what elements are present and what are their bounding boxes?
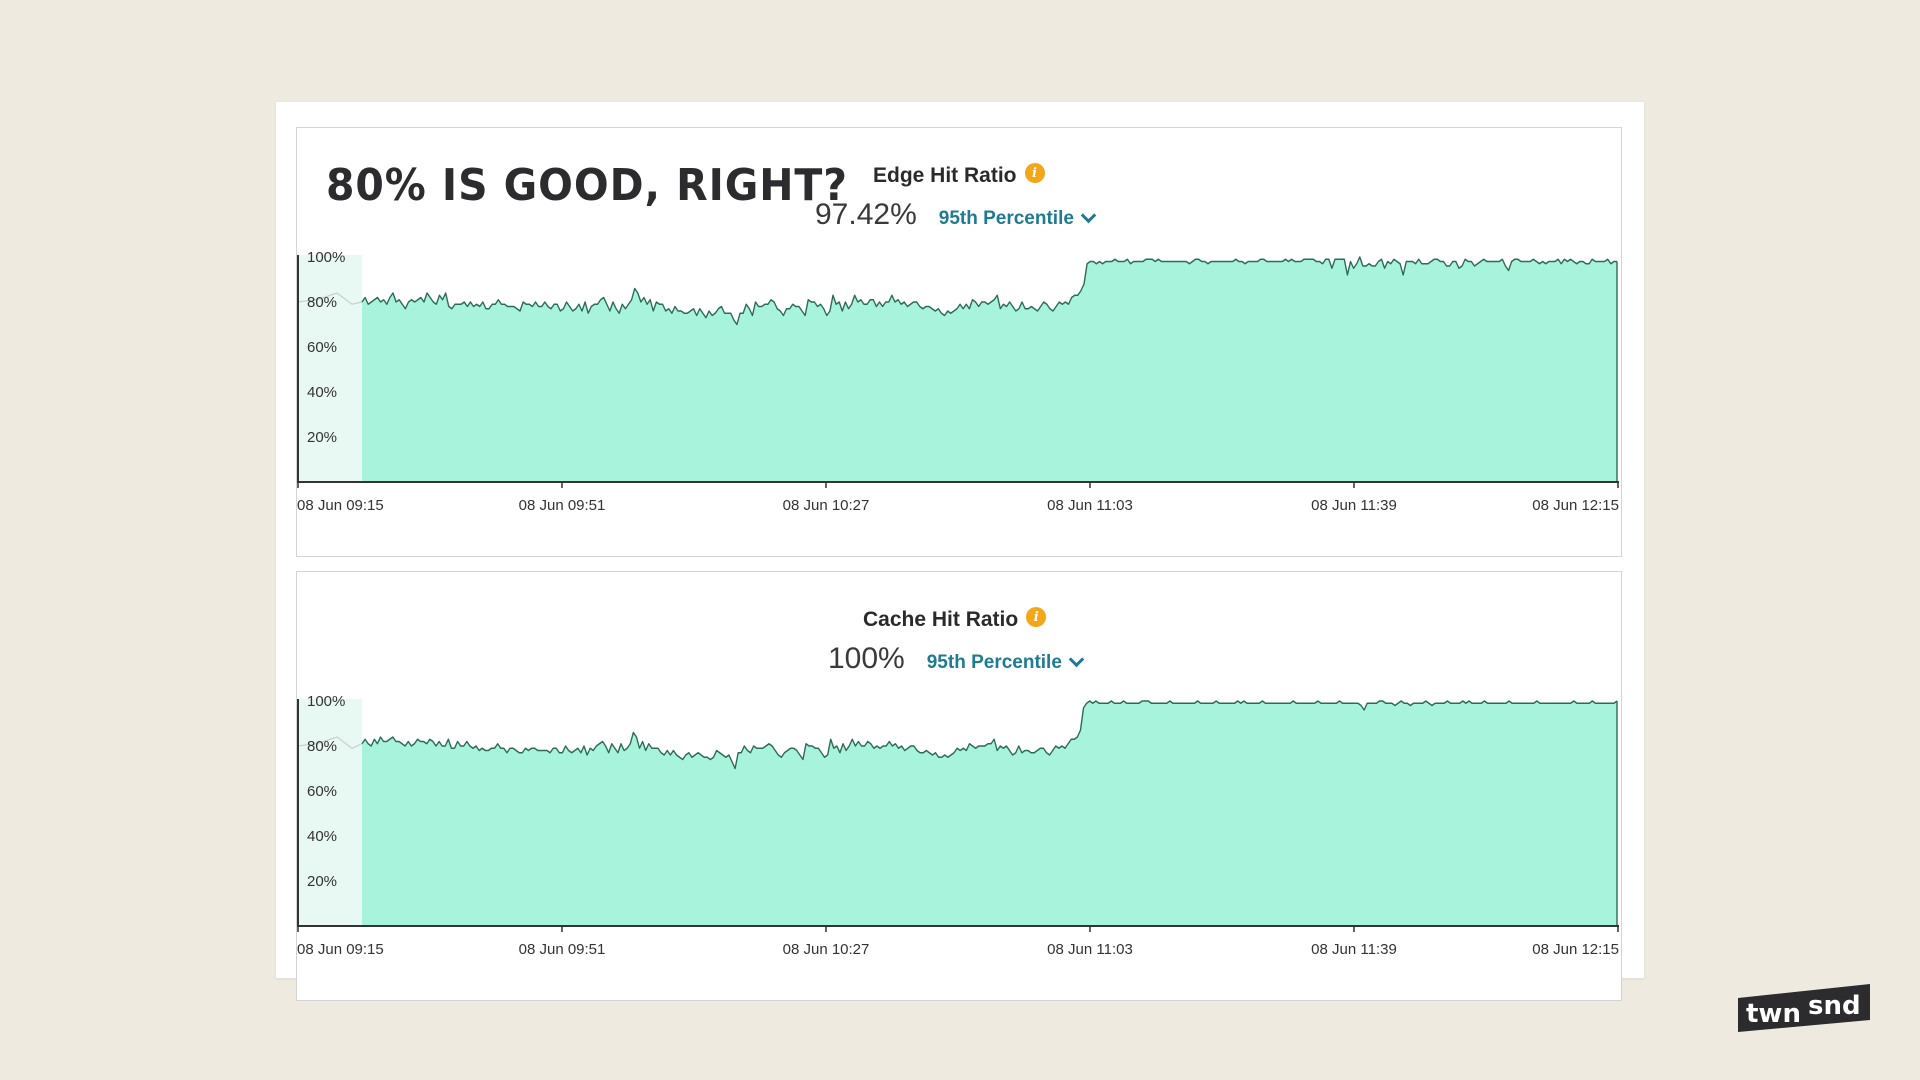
metric-title-label: Cache Hit Ratio: [863, 608, 1019, 631]
report-card: 80% is good, right? Edge Hit Ratio i 97.…: [276, 102, 1644, 1001]
metric-row: 100% 95th Percentile: [828, 642, 1085, 676]
metric-title: Cache Hit Ratio i: [863, 607, 1047, 632]
greyed-region: [297, 699, 362, 926]
x-tick-label: 08 Jun 09:51: [519, 941, 606, 958]
logo-text-b: snd: [1808, 991, 1861, 1021]
y-tick-label: 60%: [307, 783, 337, 800]
percentile-label: 95th Percentile: [938, 208, 1074, 229]
y-tick-label: 80%: [307, 738, 337, 755]
info-icon[interactable]: i: [1026, 607, 1047, 627]
cache-hit-ratio-panel: Cache Hit Ratio i 100% 95th Percentile 2…: [296, 571, 1622, 1001]
percentile-dropdown[interactable]: 95th Percentile: [938, 207, 1097, 230]
edge-hit-ratio-panel: 80% is good, right? Edge Hit Ratio i 97.…: [296, 127, 1622, 557]
y-tick-label: 100%: [307, 693, 345, 710]
y-tick-label: 100%: [307, 249, 345, 266]
metric-title: Edge Hit Ratio i: [873, 163, 1045, 188]
edge-hit-ratio-chart: 20% 40% 60% 80% 100% 08 Jun 09:15 08 Jun 09:51…: [297, 249, 1619, 514]
series-line: [361, 700, 1618, 770]
area-fill: [362, 701, 1617, 926]
slide-title: 80% is good, right?: [326, 160, 848, 211]
cache-hit-ratio-chart: 20% 40% 60% 80% 100% 08 Jun 09:15 08 Jun 09:51…: [297, 693, 1619, 958]
metric-row: 97.42% 95th Percentile: [815, 198, 1097, 232]
twnsnd-logo: twn snd: [1738, 984, 1870, 1032]
x-tick-label: 08 Jun 10:27: [783, 497, 870, 514]
y-tick-label: 60%: [307, 339, 337, 356]
y-tick-label: 20%: [307, 873, 337, 890]
metric-value: 100%: [828, 642, 905, 675]
x-tick-label: 08 Jun 11:03: [1047, 497, 1133, 514]
series-line: [361, 256, 1617, 326]
x-tick-label: 08 Jun 09:15: [297, 941, 384, 958]
x-tick-label: 08 Jun 09:51: [519, 497, 606, 514]
y-tick-label: 40%: [307, 828, 337, 845]
x-tick-label: 08 Jun 11:03: [1047, 941, 1133, 958]
x-tick-label: 08 Jun 09:15: [297, 497, 384, 514]
info-icon[interactable]: i: [1024, 163, 1045, 183]
x-tick-label: 08 Jun 11:39: [1311, 497, 1397, 514]
metric-title-label: Edge Hit Ratio: [873, 164, 1017, 187]
greyed-region: [297, 255, 362, 482]
percentile-dropdown[interactable]: 95th Percentile: [926, 651, 1085, 674]
percentile-label: 95th Percentile: [926, 652, 1062, 673]
x-tick-label: 08 Jun 11:39: [1311, 941, 1397, 958]
metric-value: 97.42%: [815, 198, 917, 231]
y-tick-label: 40%: [307, 384, 337, 401]
logo-text-a: twn: [1746, 999, 1801, 1029]
area-fill: [362, 257, 1617, 482]
x-tick-label: 08 Jun 10:27: [783, 941, 870, 958]
y-tick-label: 20%: [307, 429, 337, 446]
x-tick-label: 08 Jun 12:15: [1532, 941, 1619, 958]
x-tick-label: 08 Jun 12:15: [1532, 497, 1619, 514]
y-tick-label: 80%: [307, 294, 337, 311]
greyed-line: [297, 736, 363, 749]
greyed-line: [297, 292, 363, 305]
